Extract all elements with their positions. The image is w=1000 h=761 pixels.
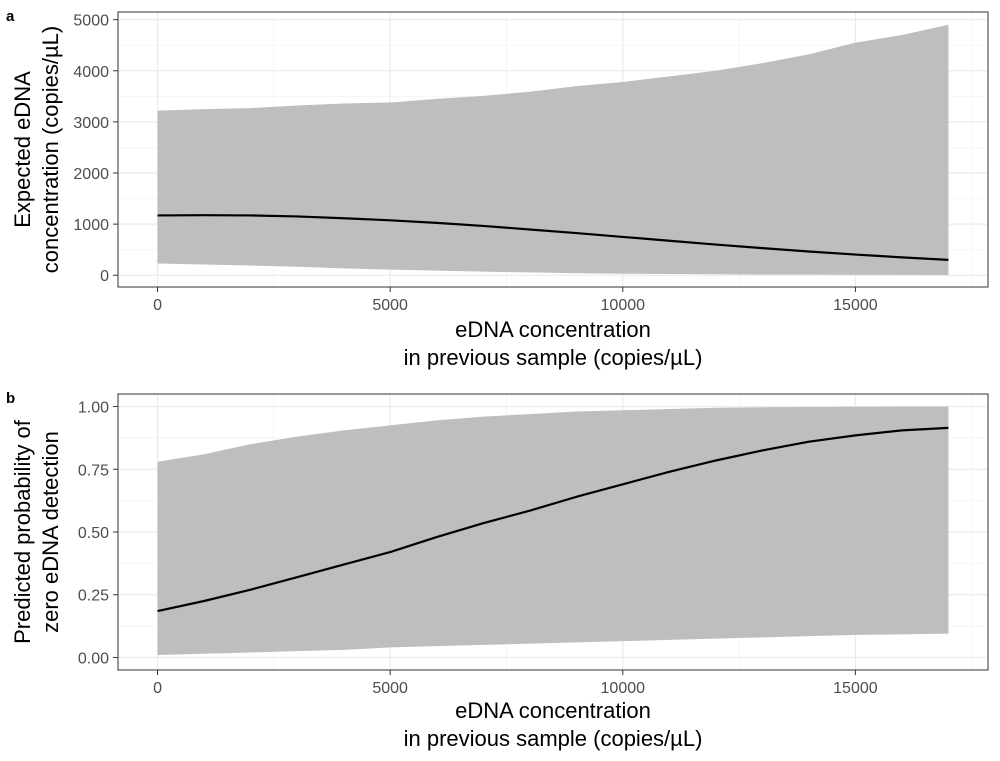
panel-tag-a: a	[6, 8, 15, 25]
y-axis-title-line-2: concentration (copies/µL)	[38, 26, 63, 273]
confidence-band-a	[157, 24, 949, 275]
x-axis-title: eDNA concentration in previous sample (co…	[404, 698, 703, 751]
fit-line-b	[157, 426, 949, 613]
panel-tag-b: b	[6, 390, 15, 407]
y-tick-label: 0.00	[78, 650, 109, 667]
y-axis-title: Predicted probability of zero eDNA detect…	[10, 419, 63, 644]
y-tick-label: 1.00	[78, 400, 109, 417]
y-axis-title-line-2: zero eDNA detection	[38, 431, 63, 633]
x-tick-label: 15000	[833, 297, 878, 314]
y-tick-label: 0	[100, 268, 109, 285]
x-tick-label: 5000	[372, 680, 408, 697]
x-tick-label: 15000	[833, 680, 878, 697]
panel-b: 0 5000 10000 15000 0.00 0.25 0.50 0.75 1.00 eDNA …	[6, 390, 989, 751]
x-tick-label: 10000	[601, 297, 646, 314]
panel-a: 0 5000 10000 15000 0 1000 2000 3000 4000 5000 eDNA…	[6, 8, 989, 370]
y-axis-title: Expected eDNA concentration (copies/µL)	[10, 26, 63, 273]
x-tick-label: 5000	[372, 297, 408, 314]
x-tick-label: 10000	[601, 680, 646, 697]
y-axis-title-line-1: Expected eDNA	[10, 71, 35, 228]
y-tick-label: 0.50	[78, 525, 109, 542]
confidence-band-b	[157, 406, 949, 655]
panel-border	[117, 11, 989, 288]
fit-line-a	[157, 214, 949, 262]
y-tick-label: 0.75	[78, 462, 109, 479]
y-tick-label: 4000	[73, 64, 109, 81]
y-axis-title-line-1: Predicted probability of	[10, 419, 35, 644]
x-axis-title: eDNA concentration in previous sample (co…	[404, 317, 703, 370]
x-tick-label: 0	[153, 297, 162, 314]
y-tick-label: 3000	[73, 115, 109, 132]
y-tick-label: 0.25	[78, 588, 109, 605]
y-tick-label: 5000	[73, 13, 109, 30]
x-tick-label: 0	[153, 680, 162, 697]
y-tick-label: 2000	[73, 166, 109, 183]
y-tick-label: 1000	[73, 217, 109, 234]
